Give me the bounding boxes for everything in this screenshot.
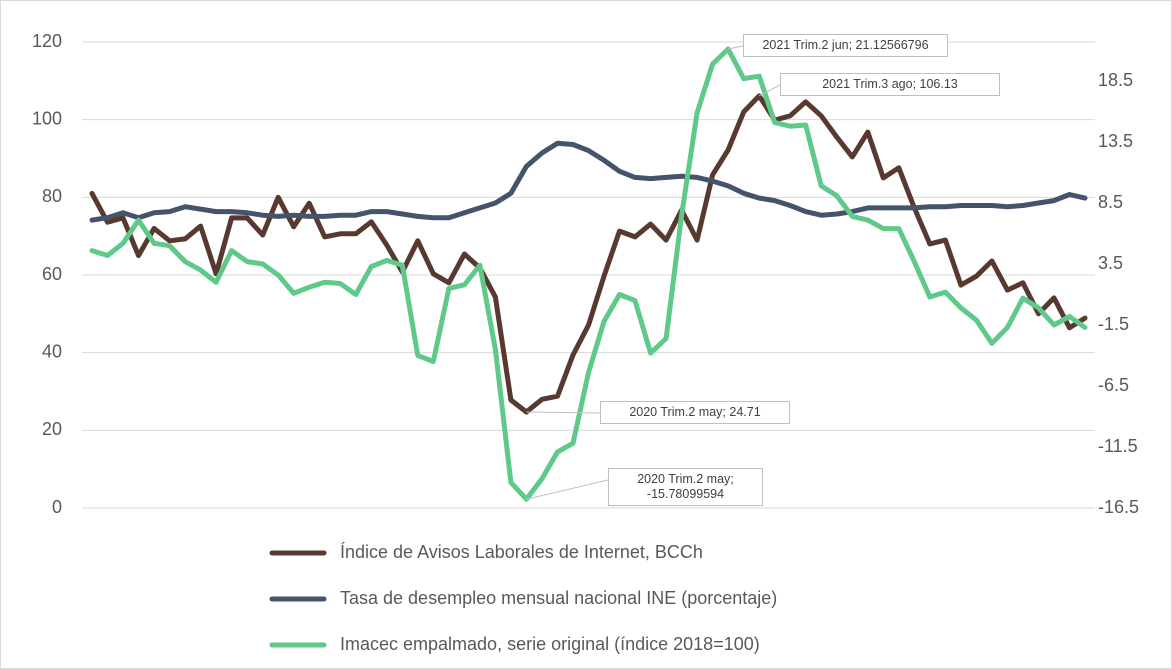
y-tick-label: 20 xyxy=(42,419,62,439)
legend-label: Imacec empalmado, serie original (índice… xyxy=(340,634,760,654)
y2-tick-label: 3.5 xyxy=(1098,253,1123,273)
series-line xyxy=(89,140,1088,223)
annotation: 2021 Trim.3 ago; 106.13 xyxy=(780,73,1000,96)
legend-label: Índice de Avisos Laborales de Internet, … xyxy=(340,542,703,562)
y-tick-label: 100 xyxy=(32,108,62,128)
y-tick-label: 80 xyxy=(42,186,62,206)
y2-tick-label: -1.5 xyxy=(1098,314,1129,334)
annotation-leader xyxy=(526,479,609,500)
y2-tick-label: 13.5 xyxy=(1098,131,1133,151)
annotation-leader xyxy=(728,45,744,50)
y-tick-label: 0 xyxy=(52,497,62,517)
series-line xyxy=(89,93,1088,415)
y2-tick-label: -6.5 xyxy=(1098,375,1129,395)
y-tick-label: 120 xyxy=(32,31,62,51)
y2-tick-label: -11.5 xyxy=(1098,436,1138,456)
y2-tick-label: 18.5 xyxy=(1098,70,1133,90)
y2-tick-label: 8.5 xyxy=(1098,192,1123,212)
annotation-leader xyxy=(758,84,781,97)
y-tick-label: 60 xyxy=(42,264,62,284)
annotation: 2020 Trim.2 may; 24.71 xyxy=(600,401,790,424)
annotation-leader xyxy=(526,411,601,414)
y-tick-label: 40 xyxy=(42,341,62,361)
series-line xyxy=(89,46,1088,502)
y2-tick-label: -16.5 xyxy=(1098,497,1139,517)
annotation: 2021 Trim.2 jun; 21.12566796 xyxy=(743,34,948,57)
annotation: 2020 Trim.2 may; -15.78099594 xyxy=(608,468,763,506)
legend-label: Tasa de desempleo mensual nacional INE (… xyxy=(340,588,777,608)
